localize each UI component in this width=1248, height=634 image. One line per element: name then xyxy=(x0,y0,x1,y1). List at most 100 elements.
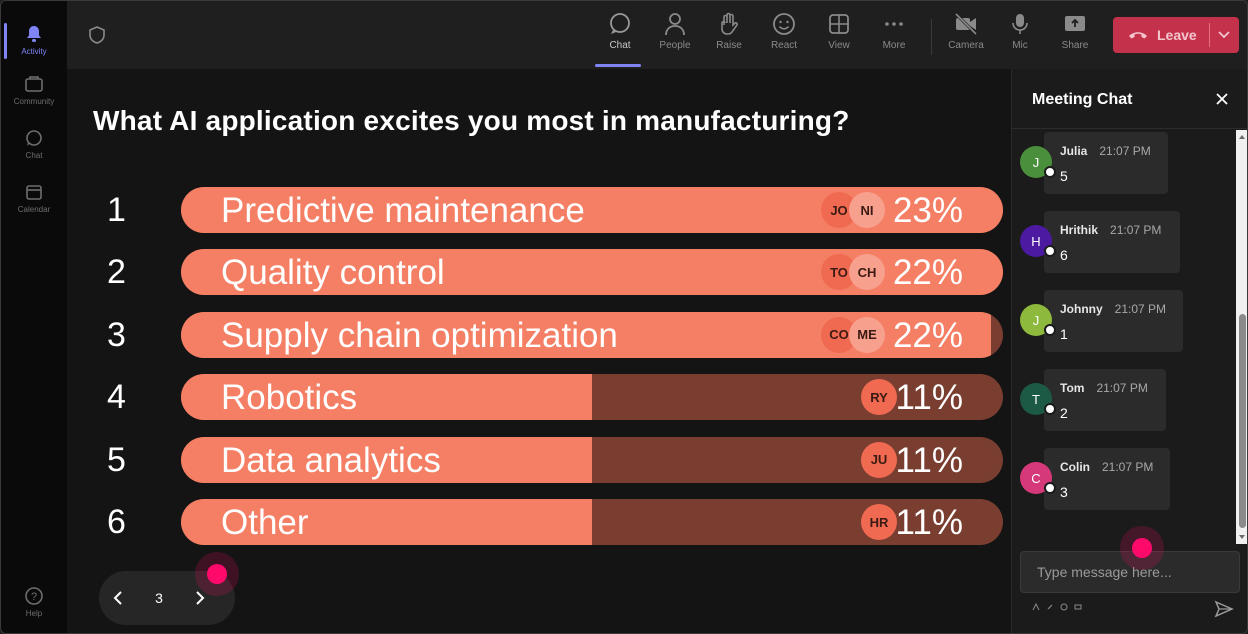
chat-message-list: Julia 21:07 PM 5 J Hrithik 21:07 PM 6 H Johnny 21… xyxy=(1012,130,1234,544)
scroll-down-icon[interactable] xyxy=(1238,533,1246,541)
rail-item-community[interactable]: Community xyxy=(1,65,67,115)
option-bar-fill xyxy=(181,499,592,545)
presence-status-icon xyxy=(1044,245,1056,257)
message-timestamp: 21:07 PM xyxy=(1096,381,1148,395)
svg-text:?: ? xyxy=(31,591,37,603)
page-number: 3 xyxy=(155,590,163,606)
option-rank: 5 xyxy=(107,440,126,479)
message-text: 3 xyxy=(1060,484,1068,500)
chat-title: Meeting Chat xyxy=(1032,91,1133,108)
leave-label: Leave xyxy=(1157,27,1197,43)
voter-avatar: RY xyxy=(861,379,897,416)
presence-status-icon xyxy=(1044,482,1056,494)
rail-item-activity[interactable]: Activity xyxy=(1,15,67,65)
previous-slide-button[interactable] xyxy=(99,578,139,618)
option-bar: Data analytics JU 11% xyxy=(181,436,1003,483)
option-bar: Supply chain optimization CO ME 22% xyxy=(181,311,1003,358)
send-icon[interactable] xyxy=(1214,599,1234,619)
presence-status-icon xyxy=(1044,166,1056,178)
option-bar-fill xyxy=(181,436,592,483)
toolbar-react-button[interactable]: React xyxy=(759,11,809,63)
message-timestamp: 21:07 PM xyxy=(1110,223,1162,237)
message-sender: Hrithik xyxy=(1060,223,1099,237)
compose-formatting-tools xyxy=(1032,603,1082,611)
ellipsis-icon xyxy=(885,22,903,26)
scroll-up-icon[interactable] xyxy=(1238,133,1246,141)
voter-avatars: TO CH xyxy=(821,254,885,291)
message-bubble: Johnny 21:07 PM 1 xyxy=(1044,290,1183,352)
toolbar-label: React xyxy=(770,40,798,51)
emoji-icon[interactable] xyxy=(1060,603,1068,611)
share-icon xyxy=(1065,16,1085,31)
option-percent: 22% xyxy=(892,253,963,293)
people-icon xyxy=(665,13,685,36)
toolbar-people-button[interactable]: People xyxy=(650,11,700,63)
option-label: Other xyxy=(221,503,309,542)
option-label: Data analytics xyxy=(221,440,441,480)
chevron-down-icon[interactable] xyxy=(1217,28,1231,42)
chat-message-input[interactable] xyxy=(1021,552,1239,592)
toolbar-label: People xyxy=(659,40,691,51)
poll-stage: What AI application excites you most in … xyxy=(67,69,1011,633)
meeting-toolbar: Chat People Raise React View More Camera xyxy=(67,1,1247,69)
voter-avatars: CO ME xyxy=(821,316,885,353)
meeting-chat-panel: Meeting Chat Julia 21:07 PM 5 J Hrithik 21:07… xyxy=(1011,69,1247,633)
option-label: Supply chain optimization xyxy=(221,315,618,355)
leave-divider xyxy=(1209,23,1210,47)
message-timestamp: 21:07 PM xyxy=(1114,302,1167,316)
toolbar-share-button[interactable]: Share xyxy=(1050,11,1100,63)
chat-icon xyxy=(610,13,630,34)
attach-icon[interactable] xyxy=(1046,603,1054,611)
left-rail: Activity Community Chat Calendar ? Help xyxy=(1,1,67,633)
toolbar-mic-button[interactable]: Mic xyxy=(995,11,1045,63)
next-slide-button[interactable] xyxy=(179,578,219,618)
chat-compose-box xyxy=(1020,551,1240,593)
hand-icon xyxy=(721,12,738,35)
rail-item-label: Help xyxy=(25,609,43,618)
voter-avatars: JU xyxy=(861,441,897,478)
format-icon[interactable] xyxy=(1032,603,1040,611)
leave-button[interactable]: Leave xyxy=(1113,17,1239,53)
camera-off-icon xyxy=(954,12,978,36)
voter-avatar: CH xyxy=(849,254,885,291)
close-icon[interactable] xyxy=(1214,91,1230,107)
poll-option-row: 6 Other HR 11% xyxy=(67,499,1011,545)
chat-scrollbar[interactable] xyxy=(1236,130,1247,544)
message-bubble: Colin 21:07 PM 3 xyxy=(1044,448,1170,510)
toolbar-camera-button[interactable]: Camera xyxy=(941,11,991,63)
option-bar-fill xyxy=(181,374,592,421)
option-percent: 23% xyxy=(892,191,963,230)
scrollbar-thumb[interactable] xyxy=(1239,314,1246,528)
option-label: Predictive maintenance xyxy=(221,191,585,230)
toolbar-more-button[interactable]: More xyxy=(869,11,919,63)
chat-message: Julia 21:07 PM 5 J xyxy=(1012,132,1234,194)
rail-item-chat[interactable]: Chat xyxy=(1,119,67,169)
poll-option-row: 1 Predictive maintenance JO NI 23% xyxy=(67,187,1011,233)
avatar[interactable]: H xyxy=(1020,225,1052,257)
option-percent: 11% xyxy=(895,440,963,480)
voter-avatars: RY xyxy=(861,379,897,416)
message-sender: Johnny xyxy=(1060,302,1103,316)
chevron-left-icon xyxy=(113,591,122,605)
shield-icon[interactable] xyxy=(87,25,107,45)
gif-icon[interactable] xyxy=(1074,603,1082,611)
option-bar: Robotics RY 11% xyxy=(181,374,1003,421)
toolbar-label: Chat xyxy=(609,40,631,51)
option-rank: 6 xyxy=(107,503,126,541)
option-percent: 11% xyxy=(895,378,963,418)
option-label: Robotics xyxy=(221,378,358,418)
chat-message: Johnny 21:07 PM 1 J xyxy=(1012,290,1234,352)
poll-option-row: 2 Quality control TO CH 22% xyxy=(67,249,1011,296)
option-rank: 1 xyxy=(107,191,126,229)
slide-pager: 3 xyxy=(99,571,235,625)
rail-item-calendar[interactable]: Calendar xyxy=(1,173,67,223)
toolbar-chat-button[interactable]: Chat xyxy=(595,11,645,67)
chat-header: Meeting Chat xyxy=(1012,69,1247,129)
toolbar-label: Camera xyxy=(948,40,984,51)
toolbar-view-button[interactable]: View xyxy=(814,11,864,63)
toolbar-raise-button[interactable]: Raise xyxy=(704,11,754,63)
poll-option-row: 3 Supply chain optimization CO ME 22% xyxy=(67,311,1011,358)
option-bar: Quality control TO CH 22% xyxy=(181,249,1003,296)
rail-item-help[interactable]: ? Help xyxy=(1,577,67,627)
